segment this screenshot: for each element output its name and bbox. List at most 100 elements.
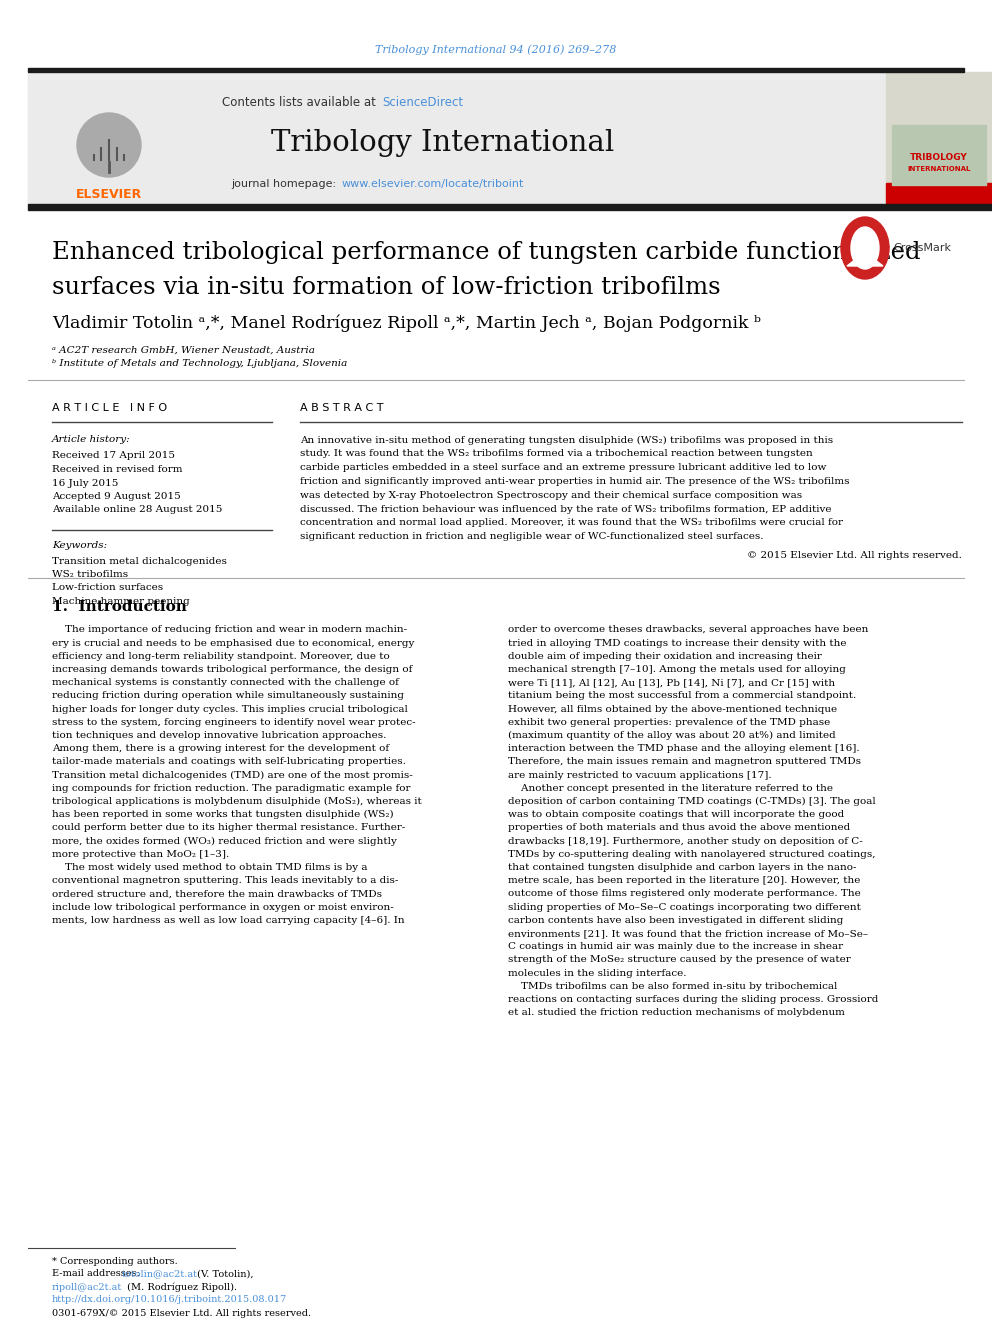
Text: drawbacks [18,19]. Furthermore, another study on deposition of C-: drawbacks [18,19]. Furthermore, another … [508, 836, 863, 845]
Text: Enhanced tribological performance of tungsten carbide functionalized: Enhanced tribological performance of tun… [52, 241, 921, 263]
Text: more, the oxides formed (WO₃) reduced friction and were slightly: more, the oxides formed (WO₃) reduced fr… [52, 836, 397, 845]
Text: deposition of carbon containing TMD coatings (C-TMDs) [3]. The goal: deposition of carbon containing TMD coat… [508, 796, 876, 806]
Text: tailor-made materials and coatings with self-lubricating properties.: tailor-made materials and coatings with … [52, 758, 406, 766]
Text: friction and significantly improved anti-wear properties in humid air. The prese: friction and significantly improved anti… [300, 476, 849, 486]
Text: ing compounds for friction reduction. The paradigmatic example for: ing compounds for friction reduction. Th… [52, 785, 411, 792]
Text: Received 17 April 2015: Received 17 April 2015 [52, 451, 175, 460]
Text: Available online 28 August 2015: Available online 28 August 2015 [52, 505, 222, 515]
Text: © 2015 Elsevier Ltd. All rights reserved.: © 2015 Elsevier Ltd. All rights reserved… [747, 552, 962, 561]
Text: A B S T R A C T: A B S T R A C T [300, 404, 384, 413]
Text: significant reduction in friction and negligible wear of WC-functionalized steel: significant reduction in friction and ne… [300, 532, 764, 541]
Text: ripoll@ac2t.at: ripoll@ac2t.at [52, 1282, 122, 1291]
Text: more protective than MoO₂ [1–3].: more protective than MoO₂ [1–3]. [52, 849, 229, 859]
Text: reactions on contacting surfaces during the sliding process. Grossiord: reactions on contacting surfaces during … [508, 995, 878, 1004]
Text: mechanical strength [7–10]. Among the metals used for alloying: mechanical strength [7–10]. Among the me… [508, 665, 846, 675]
Text: Therefore, the main issues remain and magnetron sputtered TMDs: Therefore, the main issues remain and ma… [508, 758, 861, 766]
Text: TMDs by co-sputtering dealing with nanolayered structured coatings,: TMDs by co-sputtering dealing with nanol… [508, 849, 876, 859]
Text: However, all films obtained by the above-mentioned technique: However, all films obtained by the above… [508, 705, 837, 713]
Text: totolin@ac2t.at: totolin@ac2t.at [122, 1270, 198, 1278]
Text: CrossMark: CrossMark [893, 243, 951, 253]
Text: The importance of reducing friction and wear in modern machin-: The importance of reducing friction and … [52, 626, 407, 635]
Text: TMDs tribofilms can be also formed in-situ by tribochemical: TMDs tribofilms can be also formed in-si… [508, 982, 837, 991]
Text: include low tribological performance in oxygen or moist environ-: include low tribological performance in … [52, 902, 394, 912]
Text: C coatings in humid air was mainly due to the increase in shear: C coatings in humid air was mainly due t… [508, 942, 843, 951]
Text: are mainly restricted to vacuum applications [17].: are mainly restricted to vacuum applicat… [508, 771, 772, 779]
Text: Transition metal dichalcogenides (TMD) are one of the most promis-: Transition metal dichalcogenides (TMD) a… [52, 770, 413, 779]
Text: that contained tungsten disulphide and carbon layers in the nano-: that contained tungsten disulphide and c… [508, 863, 856, 872]
Text: titanium being the most successful from a commercial standpoint.: titanium being the most successful from … [508, 692, 856, 700]
Text: surfaces via in-situ formation of low-friction tribofilms: surfaces via in-situ formation of low-fr… [52, 275, 720, 299]
Bar [28, 204, 992, 210]
Ellipse shape [841, 217, 889, 279]
Bar [892, 124, 986, 185]
Text: An innovative in-situ method of generating tungsten disulphide (WS₂) tribofilms : An innovative in-situ method of generati… [300, 435, 833, 445]
Text: Low-friction surfaces: Low-friction surfaces [52, 583, 163, 593]
Text: Contents lists available at: Contents lists available at [222, 97, 380, 110]
Text: order to overcome theses drawbacks, several approaches have been: order to overcome theses drawbacks, seve… [508, 626, 868, 635]
Text: sliding properties of Mo–Se–C coatings incorporating two different: sliding properties of Mo–Se–C coatings i… [508, 902, 861, 912]
Text: INTERNATIONAL: INTERNATIONAL [908, 165, 971, 172]
Text: ments, low hardness as well as low load carrying capacity [4–6]. In: ments, low hardness as well as low load … [52, 916, 405, 925]
Text: efficiency and long-term reliability standpoint. Moreover, due to: efficiency and long-term reliability sta… [52, 652, 390, 662]
Bar [886, 71, 992, 205]
Text: (M. Rodríguez Ripoll).: (M. Rodríguez Ripoll). [124, 1282, 237, 1291]
Text: higher loads for longer duty cycles. This implies crucial tribological: higher loads for longer duty cycles. Thi… [52, 705, 408, 713]
Text: ScienceDirect: ScienceDirect [382, 97, 463, 110]
Text: environments [21]. It was found that the friction increase of Mo–Se–: environments [21]. It was found that the… [508, 929, 868, 938]
Circle shape [77, 112, 141, 177]
Text: could perform better due to its higher thermal resistance. Further-: could perform better due to its higher t… [52, 823, 406, 832]
Text: WS₂ tribofilms: WS₂ tribofilms [52, 570, 128, 579]
Text: A R T I C L E   I N F O: A R T I C L E I N F O [52, 404, 167, 413]
Text: was detected by X-ray Photoelectron Spectroscopy and their chemical surface comp: was detected by X-ray Photoelectron Spec… [300, 491, 803, 500]
Text: was to obtain composite coatings that will incorporate the good: was to obtain composite coatings that wi… [508, 810, 844, 819]
Text: Article history:: Article history: [52, 435, 131, 445]
Bar [28, 71, 210, 205]
Text: TRIBOLOGY: TRIBOLOGY [910, 152, 968, 161]
Text: conventional magnetron sputtering. This leads inevitably to a dis-: conventional magnetron sputtering. This … [52, 876, 399, 885]
Text: Transition metal dichalcogenides: Transition metal dichalcogenides [52, 557, 227, 565]
Text: 1.  Introduction: 1. Introduction [52, 601, 186, 614]
Text: metre scale, has been reported in the literature [20]. However, the: metre scale, has been reported in the li… [508, 876, 860, 885]
Text: (V. Totolin),: (V. Totolin), [194, 1270, 254, 1278]
Text: Machine hammer peening: Machine hammer peening [52, 597, 189, 606]
Text: et al. studied the friction reduction mechanisms of molybdenum: et al. studied the friction reduction me… [508, 1008, 845, 1017]
Text: www.elsevier.com/locate/triboint: www.elsevier.com/locate/triboint [342, 179, 525, 189]
Text: ELSEVIER: ELSEVIER [75, 188, 142, 201]
Text: E-mail addresses:: E-mail addresses: [52, 1270, 143, 1278]
Text: 16 July 2015: 16 July 2015 [52, 479, 118, 487]
Text: The most widely used method to obtain TMD films is by a: The most widely used method to obtain TM… [52, 863, 367, 872]
Text: Tribology International 94 (2016) 269–278: Tribology International 94 (2016) 269–27… [375, 45, 617, 56]
Text: carbon contents have also been investigated in different sliding: carbon contents have also been investiga… [508, 916, 843, 925]
Text: * Corresponding authors.: * Corresponding authors. [52, 1257, 178, 1266]
Text: stress to the system, forcing engineers to identify novel wear protec-: stress to the system, forcing engineers … [52, 718, 416, 726]
Bar [886, 183, 992, 205]
Text: outcome of those films registered only moderate performance. The: outcome of those films registered only m… [508, 889, 861, 898]
Text: Received in revised form: Received in revised form [52, 464, 183, 474]
Text: exhibit two general properties: prevalence of the TMD phase: exhibit two general properties: prevalen… [508, 718, 830, 726]
Text: molecules in the sliding interface.: molecules in the sliding interface. [508, 968, 686, 978]
Text: reducing friction during operation while simultaneously sustaining: reducing friction during operation while… [52, 692, 404, 700]
Text: increasing demands towards tribological performance, the design of: increasing demands towards tribological … [52, 665, 413, 675]
Text: Tribology International: Tribology International [272, 130, 615, 157]
Text: Vladimir Totolin ᵃ,*, Manel Rodríguez Ripoll ᵃ,*, Martin Jech ᵃ, Bojan Podgornik: Vladimir Totolin ᵃ,*, Manel Rodríguez Ri… [52, 315, 761, 332]
Polygon shape [847, 251, 883, 266]
Text: Another concept presented in the literature referred to the: Another concept presented in the literat… [508, 785, 833, 792]
Text: study. It was found that the WS₂ tribofilms formed via a tribochemical reaction : study. It was found that the WS₂ tribofi… [300, 450, 812, 458]
Text: interaction between the TMD phase and the alloying element [16].: interaction between the TMD phase and th… [508, 745, 860, 753]
Bar [28, 71, 886, 205]
Ellipse shape [851, 228, 879, 269]
Text: were Ti [11], Al [12], Au [13], Pb [14], Ni [7], and Cr [15] with: were Ti [11], Al [12], Au [13], Pb [14],… [508, 679, 835, 688]
Text: concentration and normal load applied. Moreover, it was found that the WS₂ tribo: concentration and normal load applied. M… [300, 519, 843, 528]
Text: tried in alloying TMD coatings to increase their density with the: tried in alloying TMD coatings to increa… [508, 639, 846, 648]
Text: mechanical systems is constantly connected with the challenge of: mechanical systems is constantly connect… [52, 679, 399, 688]
Text: has been reported in some works that tungsten disulphide (WS₂): has been reported in some works that tun… [52, 810, 394, 819]
Text: properties of both materials and thus avoid the above mentioned: properties of both materials and thus av… [508, 823, 850, 832]
Text: http://dx.doi.org/10.1016/j.triboint.2015.08.017: http://dx.doi.org/10.1016/j.triboint.201… [52, 1295, 288, 1304]
Text: tribological applications is molybdenum disulphide (MoS₂), whereas it: tribological applications is molybdenum … [52, 796, 422, 806]
Text: carbide particles embedded in a steel surface and an extreme pressure lubricant : carbide particles embedded in a steel su… [300, 463, 826, 472]
Text: journal homepage:: journal homepage: [231, 179, 340, 189]
Text: ᵇ Institute of Metals and Technology, Ljubljana, Slovenia: ᵇ Institute of Metals and Technology, Lj… [52, 360, 347, 369]
Bar [28, 67, 964, 71]
Text: double aim of impeding their oxidation and increasing their: double aim of impeding their oxidation a… [508, 652, 822, 662]
Text: tion techniques and develop innovative lubrication approaches.: tion techniques and develop innovative l… [52, 732, 386, 740]
